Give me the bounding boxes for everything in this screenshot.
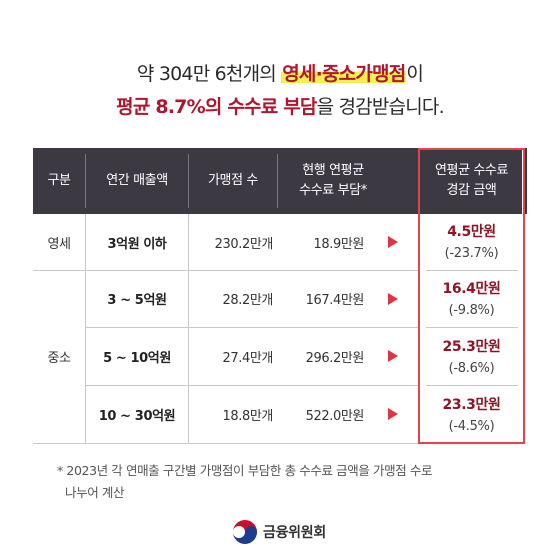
row1-annual-sales: 3억원 이하 — [107, 236, 167, 252]
row3-annual-sales: 5 ~ 10억원 — [103, 350, 171, 366]
header-divider — [188, 154, 189, 208]
row1-reduction-percent: (-23.7%) — [444, 245, 499, 261]
row1-reduction: 4.5만원 (-23.7%) — [418, 222, 525, 264]
taegeuk-emblem-icon — [232, 519, 258, 545]
header-store-count: 가맹점 수 — [208, 172, 258, 188]
reduction-header-bg — [420, 150, 522, 214]
row-divider — [33, 270, 85, 271]
table-bottom-line — [33, 443, 418, 444]
footnote: * 2023년 각 연매출 구간별 가맹점이 부담한 총 수수료 금액을 가맹점… — [57, 460, 517, 504]
row4-current-fee: 522.0만원 — [305, 408, 365, 424]
reduction-row-divider — [426, 327, 518, 328]
header-reduction-line2: 경감 금액 — [446, 183, 497, 198]
headline-line2-suffix: 을 경감받습니다. — [316, 96, 445, 118]
headline-line1-prefix: 약 304만 6천개의 — [136, 63, 282, 85]
column-divider — [85, 214, 86, 443]
row4-store-count: 18.8만개 — [222, 408, 274, 424]
group-label-medium: 중소 — [47, 351, 71, 366]
header-annual-sales: 연간 매출액 — [106, 172, 168, 188]
header-reduction-line1: 연평균 수수료 — [434, 162, 509, 178]
row2-reduction: 16.4만원 (-9.8%) — [418, 279, 525, 321]
row1-current-fee: 18.9만원 — [313, 236, 365, 252]
footnote-line2: 나누어 계산 — [65, 484, 125, 500]
row3-store-count: 27.4만개 — [222, 350, 274, 366]
column-divider — [188, 214, 189, 443]
header-current-fee-line2: 수수료 부담* — [299, 183, 367, 198]
logo-name: 금융위원회 — [263, 525, 326, 541]
row4-reduction: 23.3만원 (-4.5%) — [418, 395, 525, 437]
row4-reduction-amount: 23.3만원 — [442, 397, 501, 413]
row2-reduction-amount: 16.4만원 — [442, 281, 501, 297]
headline-highlight-fee: 평균 8.7%의 수수료 부담 — [116, 96, 317, 118]
arrow-right-icon — [388, 408, 398, 420]
reduction-column-box — [418, 148, 525, 444]
group-label-small: 영세 — [47, 236, 71, 252]
header-category: 구분 — [47, 172, 71, 188]
row2-store-count: 28.2만개 — [222, 293, 274, 308]
header-divider — [277, 154, 278, 208]
row4-annual-sales: 10 ~ 30억원 — [98, 408, 176, 424]
row1-store-count: 230.2만개 — [214, 236, 274, 252]
reduction-row-divider — [426, 270, 518, 271]
arrow-right-icon — [388, 350, 398, 362]
headline-highlight-merchants: 영세·중소가맹점 — [281, 63, 407, 85]
footnote-line1: * 2023년 각 연매출 구간별 가맹점이 부담한 총 수수료 금액을 가맹점… — [57, 463, 433, 478]
row-divider — [85, 327, 418, 328]
headline-line1-suffix: 이 — [406, 63, 424, 85]
headline-line-1: 약 304만 6천개의 영세·중소가맹점이 — [0, 59, 560, 86]
header-reduction: 연평균 수수료 경감 금액 — [420, 148, 523, 214]
row2-annual-sales: 3 ~ 5억원 — [107, 293, 167, 308]
reduction-row-divider — [426, 385, 518, 386]
row-divider — [85, 270, 418, 271]
row3-reduction: 25.3만원 (-8.6%) — [418, 337, 525, 379]
header-divider — [85, 154, 86, 208]
row3-current-fee: 296.2만원 — [305, 350, 365, 366]
header-current-fee: 현행 연평균 수수료 부담* — [278, 148, 388, 214]
row3-reduction-percent: (-8.6%) — [448, 360, 495, 376]
header-current-fee-line1: 현행 연평균 — [302, 162, 364, 178]
headline-line-2: 평균 8.7%의 수수료 부담을 경감받습니다. — [0, 92, 560, 119]
row4-reduction-percent: (-4.5%) — [448, 418, 495, 434]
row2-current-fee: 167.4만원 — [305, 293, 365, 308]
row2-reduction-percent: (-9.8%) — [448, 302, 495, 318]
arrow-right-icon — [388, 236, 398, 248]
arrow-right-icon — [388, 293, 398, 305]
row3-reduction-amount: 25.3만원 — [442, 339, 501, 355]
row-divider — [85, 385, 418, 386]
row1-reduction-amount: 4.5만원 — [447, 224, 496, 240]
